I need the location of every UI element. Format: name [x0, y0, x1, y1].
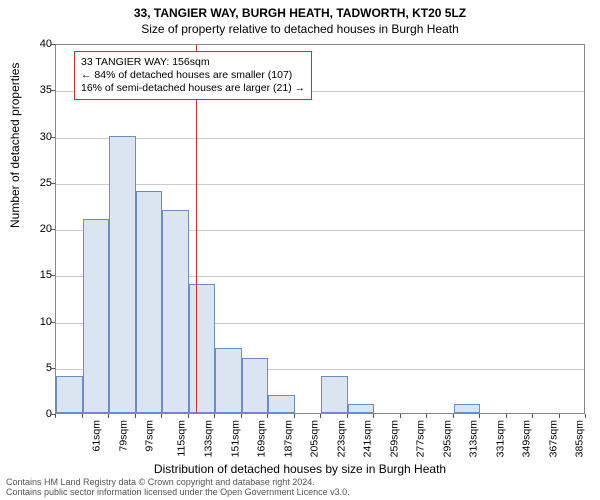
histogram-bar	[348, 404, 375, 413]
y-tick-label: 30	[24, 131, 52, 143]
x-tick-label: 241sqm	[361, 420, 373, 457]
annotation-box: 33 TANGIER WAY: 156sqm← 84% of detached …	[74, 51, 312, 100]
histogram-bar	[268, 395, 295, 414]
x-tick-label: 367sqm	[547, 420, 559, 457]
y-axis-label: Number of detached properties	[8, 63, 22, 228]
footer-attribution: Contains HM Land Registry data © Crown c…	[6, 478, 350, 498]
x-tick-label: 187sqm	[282, 420, 294, 457]
histogram-bar	[242, 358, 269, 414]
y-tick-label: 25	[24, 177, 52, 189]
y-tick-label: 15	[24, 269, 52, 281]
histogram-bar	[215, 348, 242, 413]
y-tick-label: 35	[24, 84, 52, 96]
histogram-bar	[189, 284, 216, 414]
x-tick-label: 295sqm	[441, 420, 453, 457]
y-tick-label: 20	[24, 223, 52, 235]
histogram-bar	[56, 376, 83, 413]
x-tick-label: 385sqm	[573, 420, 585, 457]
histogram-bar	[109, 136, 136, 414]
x-tick-label: 115sqm	[175, 420, 187, 457]
x-tick-label: 349sqm	[520, 420, 532, 457]
histogram-bar	[136, 191, 163, 413]
chart-title-main: 33, TANGIER WAY, BURGH HEATH, TADWORTH, …	[0, 0, 600, 20]
histogram-bar	[162, 210, 189, 414]
x-tick-label: 223sqm	[335, 420, 347, 457]
x-axis-label: Distribution of detached houses by size …	[0, 462, 600, 476]
x-tick-label: 79sqm	[117, 420, 129, 452]
annotation-line: 16% of semi-detached houses are larger (…	[81, 82, 305, 95]
x-tick-label: 259sqm	[388, 420, 400, 457]
histogram-bar	[454, 404, 481, 413]
x-tick-label: 277sqm	[414, 420, 426, 457]
x-tick-label: 331sqm	[494, 420, 506, 457]
y-tick-label: 5	[24, 362, 52, 374]
annotation-line: ← 84% of detached houses are smaller (10…	[81, 69, 305, 82]
x-tick-label: 313sqm	[467, 420, 479, 457]
x-tick-label: 97sqm	[144, 420, 156, 452]
y-tick-label: 10	[24, 316, 52, 328]
x-tick-label: 133sqm	[202, 420, 214, 457]
x-tick-label: 61sqm	[91, 420, 103, 452]
x-tick-label: 205sqm	[308, 420, 320, 457]
chart-title-sub: Size of property relative to detached ho…	[0, 20, 600, 36]
chart-plot-area: 33 TANGIER WAY: 156sqm← 84% of detached …	[55, 44, 585, 414]
x-tick-label: 169sqm	[255, 420, 267, 457]
annotation-line: 33 TANGIER WAY: 156sqm	[81, 56, 305, 69]
y-tick-label: 0	[24, 408, 52, 420]
x-tick-label: 151sqm	[229, 420, 241, 457]
footer-line-2: Contains public sector information licen…	[6, 488, 350, 498]
histogram-bar	[83, 219, 110, 413]
y-tick-label: 40	[24, 38, 52, 50]
histogram-bar	[321, 376, 348, 413]
